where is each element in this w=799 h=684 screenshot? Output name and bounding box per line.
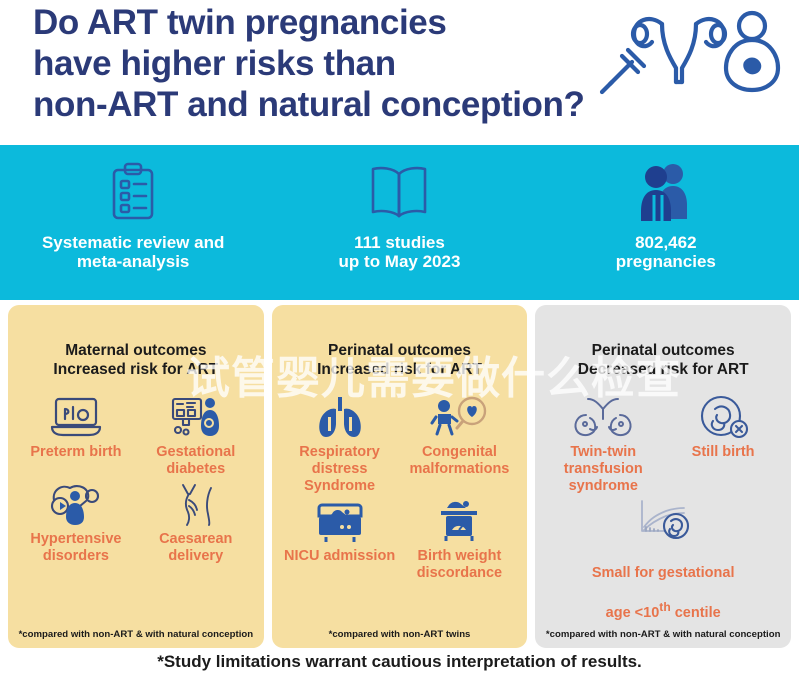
outcome-panels: Maternal outcomes Increased risk for ART… <box>0 305 799 648</box>
outcome-label: NICU admission <box>283 548 396 564</box>
caesarean-incision-icon <box>169 480 223 526</box>
page-title-line-3: non-ART and natural conception? <box>33 85 585 124</box>
ultrasound-monitor-icon <box>49 393 103 439</box>
outcome-label: Hypertensive disorders <box>30 531 122 564</box>
stat-pregnancies-count: 802,462 pregnancies <box>533 145 799 300</box>
outcome-label: Preterm birth <box>30 444 122 460</box>
panel-perinatal-decreased: Perinatal outcomes Decreased risk for AR… <box>535 305 792 648</box>
panel-footnote: *compared with non-ART twins <box>328 629 471 640</box>
outcome-label-part-1: Small for gestational <box>591 565 735 581</box>
incubator-icon <box>312 497 368 543</box>
footer-note: *Study limitations warrant cautious inte… <box>157 652 642 671</box>
outcome-item-respiratory-distress: Respiratory distress Syndrome <box>280 393 400 495</box>
two-people-icon <box>637 161 695 223</box>
outcome-item-nicu-admission: NICU admission <box>280 497 400 582</box>
blood-pressure-pregnant-icon <box>48 480 104 526</box>
panel-items-grid: Preterm birth <box>16 393 256 565</box>
outcome-label: Birth weight discordance <box>416 548 503 581</box>
header-icon-group <box>592 6 787 96</box>
header-section: Do ART twin pregnancies have higher risk… <box>0 0 799 145</box>
panel-footnote: *compared with non-ART & with natural co… <box>18 629 254 640</box>
fetus-cross-icon <box>695 393 751 439</box>
panel-items-grid: Respiratory distress Syndrome <box>280 393 520 582</box>
baby-magnifier-heart-icon <box>430 393 488 439</box>
page-title-line-2: have higher risks than <box>33 44 396 83</box>
outcome-item-birth-weight-discordance: Birth weight discordance <box>400 497 520 582</box>
stat-systematic-review: Systematic review and meta-analysis <box>0 145 266 300</box>
outcome-item-small-for-gestational-age: Small for gestational age <10th centile <box>543 497 783 622</box>
outcome-item-still-birth: Still birth <box>663 393 783 495</box>
uterus-syringe-icon <box>599 10 781 95</box>
open-book-icon <box>368 161 430 223</box>
stat-label: Systematic review and meta-analysis <box>41 233 225 271</box>
panel-perinatal-increased: Perinatal outcomes Increased risk for AR… <box>271 305 528 648</box>
outcome-item-preterm-birth: Preterm birth <box>16 393 136 478</box>
glucose-monitor-pregnant-icon <box>169 393 223 439</box>
page-title: Do ART twin pregnancies have higher risk… <box>33 2 593 125</box>
growth-chart-fetus-icon <box>628 497 698 543</box>
outcome-item-gestational-diabetes: Gestational diabetes <box>136 393 256 478</box>
panel-title: Maternal outcomes Increased risk for ART <box>53 342 219 378</box>
panel-title: Perinatal outcomes Decreased risk for AR… <box>577 342 749 378</box>
panel-footnote: *compared with non-ART & with natural co… <box>545 629 781 640</box>
outcome-item-congenital-malformations: Congenital malformations <box>400 393 520 495</box>
outcome-label: Caesarean delivery <box>159 531 233 564</box>
outcome-label: Small for gestational age <10th centile <box>592 548 735 622</box>
outcome-label: Still birth <box>691 444 755 460</box>
stats-row: Systematic review and meta-analysis 111 … <box>0 145 799 300</box>
panel-maternal-outcomes: Maternal outcomes Increased risk for ART… <box>8 305 264 648</box>
outcome-label: Twin-twin transfusion syndrome <box>563 444 643 494</box>
page-title-line-1: Do ART twin pregnancies <box>33 3 447 42</box>
stats-band: Systematic review and meta-analysis 111 … <box>0 145 799 300</box>
outcome-item-caesarean-delivery: Caesarean delivery <box>136 480 256 565</box>
stat-label: 802,462 pregnancies <box>615 233 716 271</box>
outcome-label: Congenital malformations <box>409 444 510 477</box>
outcome-item-hypertensive-disorders: Hypertensive disorders <box>16 480 136 565</box>
stat-studies-count: 111 studies up to May 2023 <box>266 145 532 300</box>
stat-label: 111 studies up to May 2023 <box>338 233 461 271</box>
panel-title: Perinatal outcomes Increased risk for AR… <box>317 342 482 378</box>
outcome-label: Gestational diabetes <box>156 444 236 477</box>
panel-items-grid: Twin-twin transfusion syndrome Still bir… <box>543 393 783 622</box>
lungs-icon <box>312 393 368 439</box>
twin-fetuses-placenta-icon <box>568 393 638 439</box>
outcome-label: Respiratory distress Syndrome <box>299 444 380 494</box>
baby-weighing-scale-icon <box>433 497 485 543</box>
outcome-item-twin-twin-transfusion: Twin-twin transfusion syndrome <box>543 393 663 495</box>
outcome-label-part-2: age <10th centile <box>605 600 721 621</box>
clipboard-checklist-icon <box>105 161 161 223</box>
